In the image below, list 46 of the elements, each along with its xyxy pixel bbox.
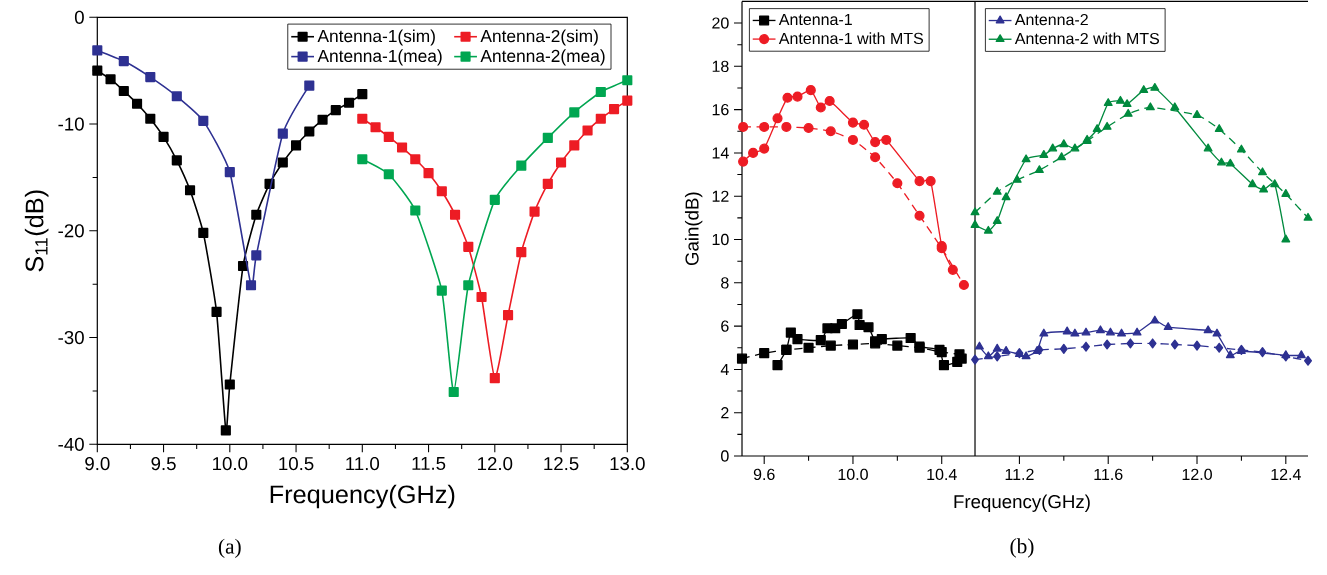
y-tick-label: -30 xyxy=(58,330,84,345)
x-tick-label: 11.6 xyxy=(1094,468,1123,481)
x-tick-label: 10.5 xyxy=(279,457,314,471)
legend-label: Antenna-2 xyxy=(1014,13,1088,26)
y-tick-label: -40 xyxy=(58,437,84,451)
legend-label: Antenna-1 xyxy=(778,13,852,26)
x-tick-label: 9.6 xyxy=(753,468,775,481)
x-tick-label: 13.0 xyxy=(610,457,645,471)
legend-label: Antenna-1(sim) xyxy=(317,29,435,46)
legend-label: Antenna-2 with MTS xyxy=(1014,32,1160,45)
x-tick-label: 11.0 xyxy=(346,457,380,471)
text: (b) xyxy=(1010,538,1034,558)
legend-label: Antenna-1 with MTS xyxy=(778,32,924,45)
x-axis-title: Frequency(GHz) xyxy=(954,494,1090,512)
x-tick-label: 9.5 xyxy=(151,457,176,471)
y-tick-label: 16 xyxy=(712,103,729,116)
legend-label: Antenna-2(mea) xyxy=(480,49,605,66)
y-tick-label: 4 xyxy=(720,363,729,375)
y-tick-label: 10 xyxy=(712,233,729,246)
y-tick-label: 0 xyxy=(74,10,84,24)
x-tick-label: 12.5 xyxy=(544,457,579,471)
x-tick-label: 12.0 xyxy=(1182,468,1212,481)
y-tick-label: 12 xyxy=(712,190,729,202)
y-tick-label: 0 xyxy=(721,450,729,462)
y-axis-title: S$_{11}$(dB) xyxy=(24,190,49,272)
x-tick-label: 12.4 xyxy=(1271,468,1301,480)
legend-label: Antenna-1(mea) xyxy=(317,49,442,66)
legend-label: Antenna-2(sim) xyxy=(480,29,598,46)
y-tick-label: 8 xyxy=(721,277,729,289)
x-tick-label: 10.0 xyxy=(838,468,868,481)
x-tick-label: 10.4 xyxy=(927,468,957,481)
y-tick-label: 6 xyxy=(721,320,729,332)
x-tick-label: 11.5 xyxy=(412,457,446,471)
x-tick-label: 11.2 xyxy=(1005,468,1034,480)
y-axis-title: Gain(dB) xyxy=(684,192,703,266)
y-tick-label: 20 xyxy=(712,17,729,29)
x-tick-label: 12.0 xyxy=(478,457,513,471)
y-tick-label: 14 xyxy=(712,147,729,159)
y-tick-label: 18 xyxy=(712,60,729,72)
x-tick-label: 10.0 xyxy=(213,457,248,471)
text: (a) xyxy=(218,538,241,558)
x-tick-label: 9.0 xyxy=(85,457,110,471)
x-axis-title: Frequency(GHz) xyxy=(270,484,455,509)
y-tick-label: -20 xyxy=(58,224,84,238)
y-tick-label: 2 xyxy=(721,407,729,419)
y-tick-label: -10 xyxy=(58,117,84,131)
